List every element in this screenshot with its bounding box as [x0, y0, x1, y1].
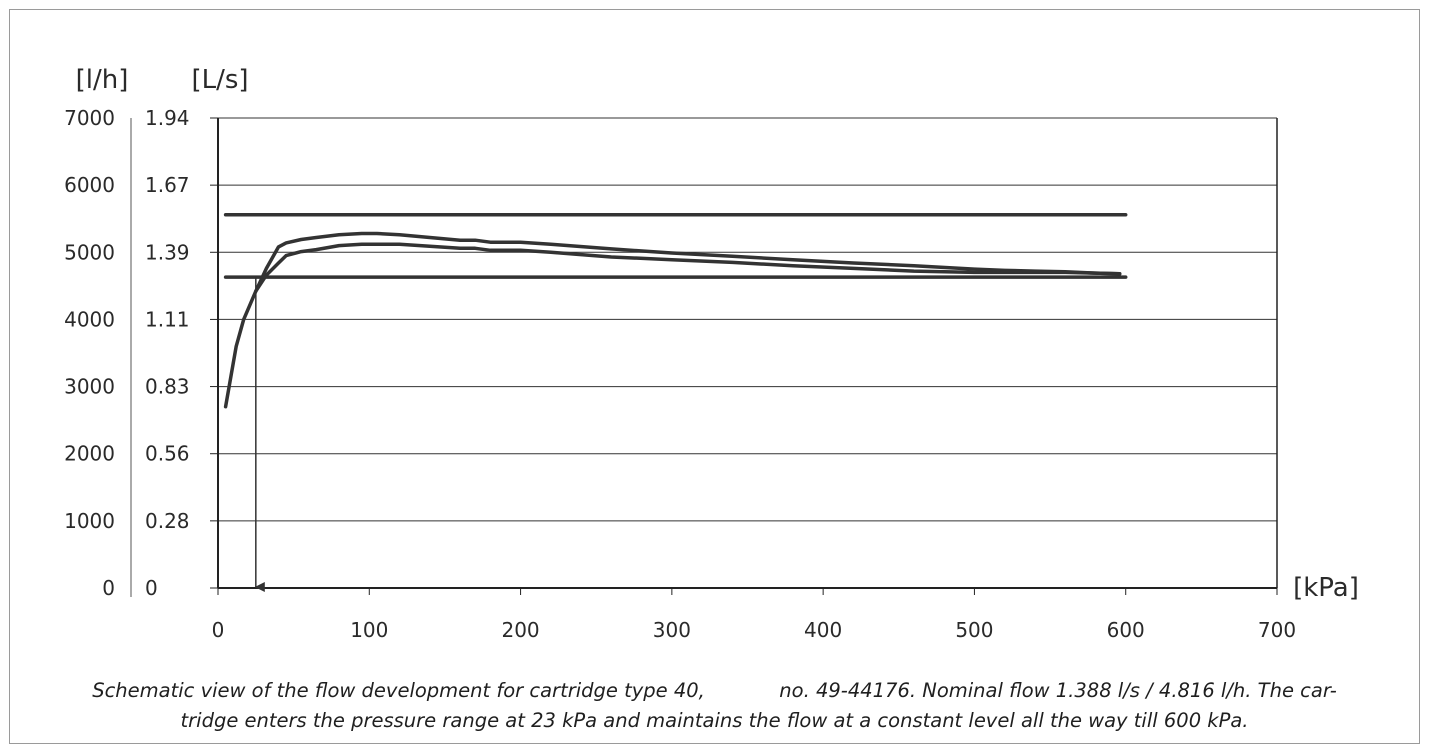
- y-tick-label-ls: 1.94: [145, 106, 190, 130]
- y-tick-label-ls: 1.11: [145, 307, 190, 331]
- y-tick-label-lh: 1000: [64, 509, 115, 533]
- x-tick-label: 400: [804, 618, 842, 642]
- y-tick-label-lh: 4000: [64, 307, 115, 331]
- y-tick-label-lh: 0: [102, 576, 115, 600]
- axes: [130, 118, 1278, 597]
- x-tick-label: 600: [1107, 618, 1145, 642]
- y-tick-label-ls: 0: [145, 576, 158, 600]
- caption-line-1-part-a: Schematic view of the flow development f…: [92, 679, 705, 702]
- x-tick-label: 500: [955, 618, 993, 642]
- caption-gap: [705, 679, 779, 702]
- y-axis-unit-ls: [L/s]: [191, 65, 248, 95]
- y-tick-label-ls: 1.39: [145, 240, 190, 264]
- series-line-2: [254, 231, 1122, 293]
- y-tick-label-lh: 5000: [64, 240, 115, 264]
- grid-lines: [218, 117, 1277, 522]
- figure-caption: Schematic view of the flow development f…: [20, 676, 1409, 736]
- x-tick-label: 300: [653, 618, 691, 642]
- caption-line-2: tridge enters the pressure range at 23 k…: [180, 709, 1249, 732]
- y-tick-label-ls: 0.28: [145, 509, 190, 533]
- series: [223, 212, 1128, 409]
- y-tick-label-lh: 3000: [64, 375, 115, 399]
- y-tick-label-ls: 1.67: [145, 173, 190, 197]
- caption-line-1-part-b: no. 49-44176. Nominal flow 1.388 l/s / 4…: [779, 679, 1337, 702]
- x-tick-label: 100: [350, 618, 388, 642]
- y-tick-label-lh: 7000: [64, 106, 115, 130]
- x-tick-label: 700: [1258, 618, 1296, 642]
- caption-line-1: Schematic view of the flow development f…: [20, 676, 1409, 706]
- y-tick-label-lh: 6000: [64, 173, 115, 197]
- y-tick-label-ls: 0.56: [145, 442, 190, 466]
- y-axis-unit-lh: [l/h]: [76, 65, 129, 95]
- x-tick-label: 0: [212, 618, 225, 642]
- y-tick-label-ls: 0.83: [145, 375, 190, 399]
- x-tick-label: 200: [501, 618, 539, 642]
- y-tick-label-lh: 2000: [64, 442, 115, 466]
- x-axis-unit: [kPa]: [1293, 573, 1359, 603]
- series-line-1: [223, 242, 1122, 409]
- figure-frame: [9, 9, 1420, 744]
